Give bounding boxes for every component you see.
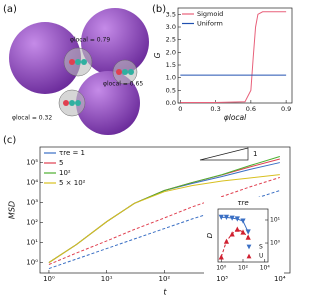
y-axis-label: D — [206, 232, 214, 238]
y-tick-label: 10⁴ — [26, 179, 38, 187]
x-axis-label: τre — [237, 199, 248, 207]
marker — [240, 218, 246, 224]
marker — [245, 229, 251, 235]
legend-label: 5 × 10² — [59, 179, 86, 187]
legend-label: Sigmoid — [197, 10, 223, 18]
legend-marker — [246, 253, 252, 259]
panel-label: (c) — [3, 135, 16, 146]
y-tick-label: 1.5 — [166, 61, 176, 69]
x-tick-label: 0 — [178, 105, 182, 113]
y-tick-label: 10² — [26, 219, 38, 227]
series-line — [48, 174, 280, 263]
marker — [218, 254, 224, 260]
y-tick-label: 2.0 — [166, 48, 176, 56]
legend-label: 10² — [59, 169, 71, 177]
slope-triangle — [199, 147, 249, 161]
x-tick-label: 10⁴ — [274, 275, 286, 283]
y-tick-label: 0.0 — [166, 99, 176, 107]
legend-label: τre = 1 — [59, 149, 85, 157]
legend-label: U — [259, 253, 263, 260]
plot-frame — [39, 146, 291, 274]
x-tick-label: 10² — [159, 275, 171, 283]
y-tick-label: 10¹ — [26, 239, 38, 247]
y-tick-label: 10⁰ — [270, 240, 281, 247]
legend-label: 5 — [59, 159, 63, 167]
figure: φlocal = 0.79 φlocal = 0.65 φlocal = 0.3… — [3, 4, 293, 297]
x-tick-label: 0.9 — [281, 105, 291, 113]
series-line — [180, 11, 287, 103]
y-tick-label: 1.0 — [166, 74, 176, 82]
series-line — [48, 176, 280, 265]
marker — [223, 238, 230, 244]
marker — [240, 229, 246, 235]
legend-label: Uniform — [197, 20, 223, 28]
x-tick-label: 10⁰ — [216, 265, 227, 272]
y-tick-label: 10⁰ — [26, 259, 38, 267]
y-tick-label: 3.5 — [166, 10, 176, 18]
panel-label: (b) — [152, 4, 166, 15]
slope-label: 1 — [253, 150, 257, 158]
x-tick-label: 10⁴ — [260, 265, 271, 272]
marker — [245, 234, 251, 240]
legend-label: S — [259, 244, 263, 251]
marker — [218, 214, 224, 220]
y-tick-label: 10⁵ — [26, 159, 38, 167]
tracer — [63, 59, 134, 106]
y-axis-label: MSD — [8, 201, 17, 219]
diagram-label: φlocal = 0.79 — [70, 37, 110, 44]
x-tick-label: 10¹ — [101, 275, 113, 283]
panel-label: (a) — [3, 4, 17, 15]
y-tick-label: 10¹ — [270, 216, 281, 223]
plot-frame — [177, 7, 293, 104]
y-tick-label: 3.0 — [166, 23, 176, 31]
x-tick-label: 0.3 — [210, 105, 220, 113]
y-tick-label: 10³ — [26, 199, 38, 207]
sphere — [81, 8, 149, 76]
x-tick-label: 10³ — [216, 275, 228, 283]
legend-marker — [246, 244, 252, 250]
marker — [234, 216, 240, 222]
x-tick-label: 0.6 — [246, 105, 256, 113]
marker — [229, 231, 235, 237]
y-tick-label: 0.5 — [166, 86, 176, 94]
marker — [223, 214, 230, 220]
y-axis-label: G — [153, 52, 162, 58]
inset-background — [204, 197, 284, 274]
x-tick-label: 10⁰ — [43, 275, 55, 283]
sphere — [76, 71, 140, 135]
x-axis-label: t — [163, 288, 167, 297]
marker — [229, 215, 235, 221]
x-tick-label: 10² — [238, 265, 249, 272]
x-axis-label: φlocal — [224, 113, 247, 122]
sphere-diagram: φlocal = 0.79 φlocal = 0.65 φlocal = 0.3… — [9, 8, 149, 135]
marker — [234, 226, 240, 232]
y-tick-label: 2.5 — [166, 36, 176, 44]
diagram-label: φlocal = 0.65 — [103, 81, 143, 88]
diagram-label: φlocal = 0.32 — [12, 115, 52, 122]
sphere — [9, 22, 81, 94]
